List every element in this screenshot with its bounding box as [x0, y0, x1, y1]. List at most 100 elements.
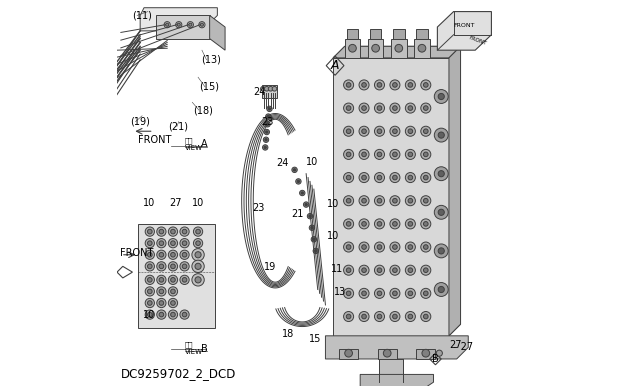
Circle shape [408, 268, 413, 273]
Circle shape [359, 288, 369, 298]
Circle shape [408, 129, 413, 134]
Circle shape [265, 122, 270, 127]
Circle shape [157, 310, 166, 319]
Circle shape [405, 173, 415, 183]
Circle shape [169, 250, 177, 259]
Circle shape [434, 283, 448, 296]
Circle shape [311, 227, 313, 229]
Circle shape [182, 278, 187, 282]
Circle shape [180, 227, 189, 236]
Circle shape [303, 202, 309, 207]
Circle shape [390, 126, 400, 136]
Text: 13: 13 [334, 287, 346, 297]
Circle shape [405, 80, 415, 90]
Circle shape [343, 80, 353, 90]
Circle shape [422, 349, 430, 357]
Circle shape [423, 152, 428, 157]
Text: - 27: - 27 [454, 342, 472, 352]
Text: 23: 23 [252, 203, 265, 213]
Circle shape [169, 262, 177, 271]
Circle shape [170, 264, 175, 269]
Circle shape [145, 298, 154, 308]
Circle shape [395, 44, 402, 52]
Circle shape [343, 103, 353, 113]
Circle shape [343, 196, 353, 206]
Circle shape [267, 123, 268, 125]
Circle shape [180, 310, 189, 319]
Circle shape [157, 250, 166, 259]
Text: 24: 24 [253, 87, 265, 97]
Circle shape [347, 245, 351, 249]
Text: FRONT: FRONT [138, 135, 172, 145]
Circle shape [343, 219, 353, 229]
Circle shape [423, 222, 428, 226]
Polygon shape [156, 15, 210, 39]
Circle shape [374, 103, 384, 113]
Circle shape [361, 83, 366, 87]
Circle shape [312, 238, 315, 240]
Circle shape [148, 264, 152, 269]
Circle shape [292, 167, 297, 173]
Circle shape [343, 265, 353, 275]
Circle shape [170, 241, 175, 245]
Circle shape [159, 301, 164, 305]
Polygon shape [449, 46, 461, 336]
Text: FRONT: FRONT [468, 35, 487, 46]
Text: 15: 15 [309, 334, 322, 344]
Circle shape [148, 229, 152, 234]
Circle shape [361, 175, 366, 180]
Circle shape [361, 198, 366, 203]
Text: A: A [331, 59, 339, 72]
Circle shape [345, 349, 352, 357]
Circle shape [392, 152, 397, 157]
Circle shape [421, 265, 431, 275]
Text: (11): (11) [131, 10, 151, 20]
Text: 矢視
VIEW: 矢視 VIEW [185, 342, 203, 356]
Text: A: A [201, 139, 208, 149]
Circle shape [377, 129, 382, 134]
Text: 矢視
VIEW: 矢視 VIEW [185, 137, 203, 151]
Circle shape [405, 126, 415, 136]
Circle shape [408, 222, 413, 226]
Circle shape [268, 108, 270, 110]
Circle shape [182, 229, 187, 234]
Circle shape [348, 44, 356, 52]
Circle shape [159, 252, 164, 257]
Circle shape [421, 80, 431, 90]
Circle shape [264, 146, 267, 149]
Polygon shape [360, 374, 433, 386]
Circle shape [293, 169, 296, 171]
Text: (18): (18) [193, 105, 213, 115]
Circle shape [359, 196, 369, 206]
Circle shape [423, 198, 428, 203]
Circle shape [343, 312, 353, 322]
Circle shape [423, 83, 428, 87]
Circle shape [359, 80, 369, 90]
Circle shape [182, 241, 187, 245]
Bar [379, 359, 402, 382]
Circle shape [423, 314, 428, 319]
Circle shape [374, 288, 384, 298]
Circle shape [199, 22, 205, 28]
Circle shape [361, 129, 366, 134]
Circle shape [377, 83, 382, 87]
Circle shape [195, 263, 201, 269]
Circle shape [313, 248, 319, 254]
Circle shape [434, 205, 448, 219]
Text: (21): (21) [168, 122, 188, 132]
Circle shape [343, 242, 353, 252]
Bar [416, 29, 428, 39]
Circle shape [405, 219, 415, 229]
Circle shape [347, 198, 351, 203]
Circle shape [421, 126, 431, 136]
Circle shape [170, 229, 175, 234]
Circle shape [148, 252, 152, 257]
Polygon shape [437, 12, 492, 50]
Circle shape [392, 198, 397, 203]
Polygon shape [326, 336, 468, 359]
Bar [393, 29, 405, 39]
Circle shape [265, 139, 267, 141]
Circle shape [359, 242, 369, 252]
Text: (13): (13) [201, 55, 221, 65]
Circle shape [408, 245, 413, 249]
